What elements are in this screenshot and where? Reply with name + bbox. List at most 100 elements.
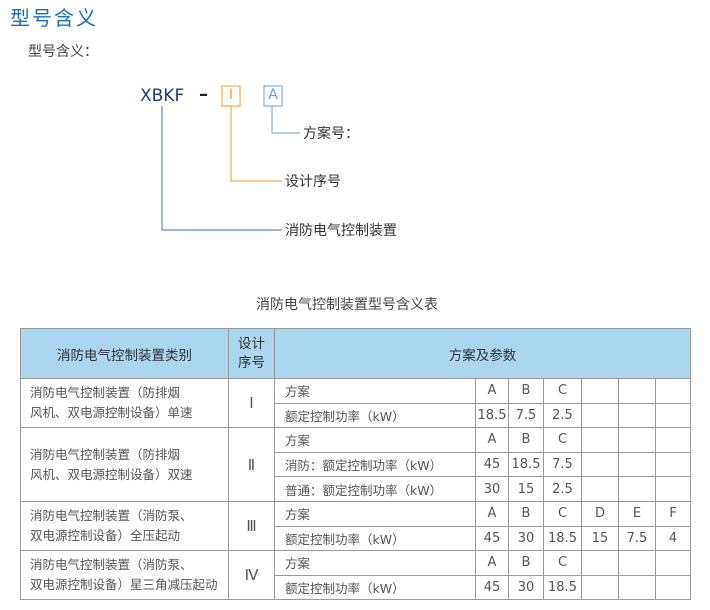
empty-cell xyxy=(581,574,619,601)
model-dash: – xyxy=(199,84,208,105)
row-label: 消防：额定控制功率（kW） xyxy=(274,451,476,478)
page-title: 型号含义 xyxy=(10,6,98,30)
empty-cell xyxy=(581,476,619,502)
serial-cell: Ⅰ xyxy=(228,377,275,429)
category-line: 双电源控制设备）星三角减压起动 xyxy=(30,577,218,593)
value-cell: C xyxy=(543,550,582,576)
table-row: 额定控制功率（kW） 45 30 18.5 xyxy=(21,574,692,601)
value-cell: 45 xyxy=(475,574,509,601)
empty-cell xyxy=(654,574,692,601)
empty-cell xyxy=(618,451,656,478)
empty-cell xyxy=(618,574,656,601)
value-cell: 18.5 xyxy=(475,402,509,429)
table-row: 消防电气控制装置（防排烟 风机、双电源控制设备）双速 Ⅱ 方案 A B C xyxy=(20,427,692,502)
model-serial: Ⅰ xyxy=(228,87,234,103)
category-line: 风机、双电源控制设备）双速 xyxy=(30,466,193,482)
value-cell: 7.5 xyxy=(618,525,656,552)
scheme-connector xyxy=(271,106,300,134)
empty-cell xyxy=(581,427,619,453)
value-cell: 18.5 xyxy=(543,525,582,552)
value-cell: 15 xyxy=(581,525,619,552)
empty-cell xyxy=(654,451,692,478)
row-label: 额定控制功率（kW） xyxy=(274,525,476,552)
row-label: 方案 xyxy=(274,378,476,404)
empty-cell xyxy=(581,550,619,576)
header-serial: 设计 序号 xyxy=(228,328,275,379)
table-title: 消防电气控制装置型号含义表 xyxy=(256,297,438,313)
value-cell: 7.5 xyxy=(508,402,544,429)
value-cell: A xyxy=(475,550,509,576)
value-cell: 2.5 xyxy=(543,476,582,502)
value-cell: 2.5 xyxy=(543,402,582,429)
empty-cell xyxy=(654,378,692,404)
empty-cell xyxy=(654,550,692,576)
scheme-label: 方案号： xyxy=(303,126,359,142)
category-line: 消防电气控制装置（防排烟 xyxy=(30,385,181,401)
value-cell: 30 xyxy=(508,525,544,552)
table-row: 消防电气控制装置（消防泵、 双电源控制设备）星三角减压起动 Ⅳ 方案 A B C xyxy=(20,550,692,601)
table-body: 消防电气控制装置（防排烟 风机、双电源控制设备）单速 Ⅰ 方案 A B C 额定控制功率（kW… xyxy=(20,377,692,601)
category-cell: 消防电气控制装置（防排烟 风机、双电源控制设备）双速 xyxy=(20,427,229,502)
row-label: 方案 xyxy=(274,500,476,527)
value-cell: B xyxy=(508,427,544,453)
table-row: 消防电气控制装置（防排烟 风机、双电源控制设备）单速 Ⅰ 方案 A B C xyxy=(20,377,692,429)
serial-cell: Ⅱ xyxy=(228,427,275,502)
value-cell: 18.5 xyxy=(508,451,544,478)
empty-cell xyxy=(618,427,656,453)
row-label: 方案 xyxy=(274,427,476,453)
empty-cell xyxy=(618,378,656,404)
empty-cell xyxy=(618,402,656,429)
serial-cell: Ⅳ xyxy=(228,550,275,601)
category-line: 消防电气控制装置（防排烟 xyxy=(30,446,181,462)
value-cell: 30 xyxy=(475,476,509,502)
value-cell: A xyxy=(475,500,509,527)
empty-cell xyxy=(618,476,656,502)
value-cell: B xyxy=(508,378,544,404)
value-cell: C xyxy=(543,427,582,453)
value-cell: E xyxy=(618,500,656,527)
model-scheme: A xyxy=(268,87,278,103)
table-row: 普通：额定控制功率（kW） 30 15 2.5 xyxy=(21,476,692,502)
row-label: 方案 xyxy=(274,550,476,576)
model-diagram xyxy=(161,85,300,231)
value-cell: A xyxy=(475,427,509,453)
header-params: 方案及参数 xyxy=(273,328,692,379)
value-cell: C xyxy=(543,378,582,404)
category-line: 消防电气控制装置（消防泵、 xyxy=(30,557,193,573)
value-cell: 45 xyxy=(475,525,509,552)
value-cell: 18.5 xyxy=(543,574,582,601)
product-label: 消防电气控制装置 xyxy=(285,223,397,239)
category-cell: 消防电气控制装置（消防泵、双电源控制设备）星三角减压起动 xyxy=(20,550,229,601)
header-serial-line: 序号 xyxy=(238,354,265,371)
value-cell: C xyxy=(543,500,582,527)
value-cell: 4 xyxy=(654,525,692,552)
category-line: 风机、双电源控制设备）单速 xyxy=(30,405,193,421)
model-code: XBKF xyxy=(140,86,185,106)
value-cell: B xyxy=(508,550,544,576)
empty-cell xyxy=(581,402,619,429)
empty-cell xyxy=(654,476,692,502)
category-cell: 消防电气控制装置（防排烟 风机、双电源控制设备）单速 xyxy=(20,377,229,429)
value-cell: 30 xyxy=(508,574,544,601)
product-connector xyxy=(161,106,282,231)
empty-cell xyxy=(581,378,619,404)
value-cell: F xyxy=(654,500,692,527)
empty-cell xyxy=(581,451,619,478)
empty-cell xyxy=(618,550,656,576)
category-cell: 消防电气控制装置（消防泵、 双电源控制设备）全压起动 xyxy=(20,500,229,552)
row-label: 额定控制功率（kW） xyxy=(274,574,476,601)
value-cell: 15 xyxy=(508,476,544,502)
row-label: 普通：额定控制功率（kW） xyxy=(274,476,476,502)
subtitle: 型号含义： xyxy=(28,44,98,60)
empty-cell xyxy=(654,402,692,429)
category-line: 消防电气控制装置（消防泵、 xyxy=(30,508,193,524)
serial-connector xyxy=(230,106,282,182)
serial-label: 设计序号 xyxy=(285,174,341,190)
table-row: 消防：额定控制功率（kW） 45 18.5 7.5 xyxy=(21,451,692,478)
row-label: 额定控制功率（kW） xyxy=(274,402,476,429)
value-cell: B xyxy=(508,500,544,527)
value-cell: A xyxy=(475,378,509,404)
header-serial-line: 设计 xyxy=(238,335,265,352)
scheme-box xyxy=(263,85,283,107)
